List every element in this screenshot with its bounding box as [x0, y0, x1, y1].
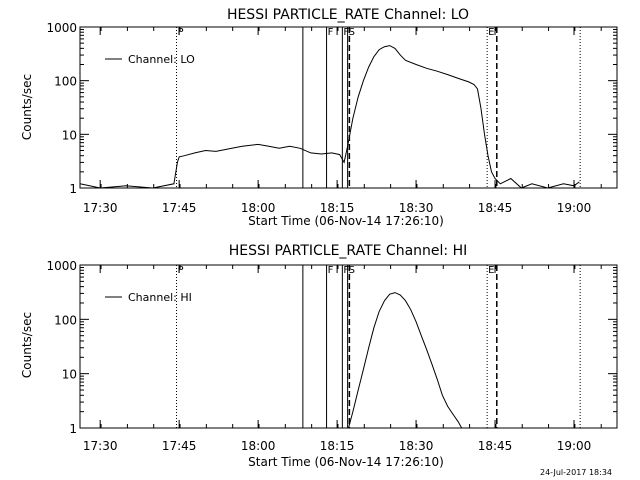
x-tick-label: 18:45	[478, 439, 513, 453]
event-marker-label: F	[328, 265, 334, 276]
event-marker-label: E	[488, 265, 494, 276]
series-line	[348, 292, 463, 429]
x-axis-label: Start Time (06-Nov-14 17:26:10)	[248, 214, 444, 228]
x-tick-label: 19:00	[557, 439, 592, 453]
x-tick-label: 18:00	[241, 201, 276, 215]
x-tick-label: 18:15	[320, 439, 355, 453]
x-tick-label: 19:00	[557, 201, 592, 215]
x-axis-label: Start Time (06-Nov-14 17:26:10)	[248, 455, 444, 469]
x-tick-label: 18:45	[478, 201, 513, 215]
y-tick-label: 10	[62, 128, 77, 142]
event-marker-label: S	[349, 265, 355, 276]
event-marker-label: F	[343, 265, 349, 276]
legend-label: Channel: LO	[128, 53, 195, 66]
plot-frame	[79, 264, 618, 429]
y-axis-label: Counts/sec	[20, 312, 34, 378]
x-tick-label: 18:30	[399, 439, 434, 453]
event-marker-label: E	[488, 27, 494, 38]
x-tick-label: 18:15	[320, 201, 355, 215]
series-line	[79, 45, 580, 189]
chart-panel-lo: HESSI PARTICLE_RATE Channel: LO Start Ti…	[20, 7, 618, 228]
y-tick-label: 1	[69, 422, 77, 436]
event-marker-label: F	[328, 27, 334, 38]
y-tick-label: 1000	[46, 259, 77, 273]
event-marker-label: F	[343, 27, 349, 38]
plot-frame	[79, 26, 618, 189]
x-tick-label: 17:30	[83, 201, 118, 215]
x-tick-label: 18:30	[399, 201, 434, 215]
x-tick-label: 17:30	[83, 439, 118, 453]
y-tick-label: 10	[62, 368, 77, 382]
footer-timestamp: 24-Jul-2017 18:34	[540, 468, 612, 477]
x-tick-label: 18:00	[241, 439, 276, 453]
event-marker-label: S	[349, 27, 355, 38]
x-tick-label: 17:45	[162, 439, 197, 453]
event-marker-label: P	[178, 265, 184, 276]
chart-title: HESSI PARTICLE_RATE Channel: LO	[227, 7, 469, 23]
chart-panel-hi: HESSI PARTICLE_RATE Channel: HI Start Ti…	[20, 243, 618, 469]
y-tick-label: 100	[54, 75, 77, 89]
y-tick-label: 100	[54, 313, 77, 327]
y-tick-label: 1000	[46, 21, 77, 35]
event-marker-label: P	[178, 27, 184, 38]
y-axis-label: Counts/sec	[20, 74, 34, 140]
x-tick-label: 17:45	[162, 201, 197, 215]
chart-title: HESSI PARTICLE_RATE Channel: HI	[229, 243, 467, 259]
legend-label: Channel: HI	[128, 291, 192, 304]
y-tick-label: 1	[69, 182, 77, 196]
